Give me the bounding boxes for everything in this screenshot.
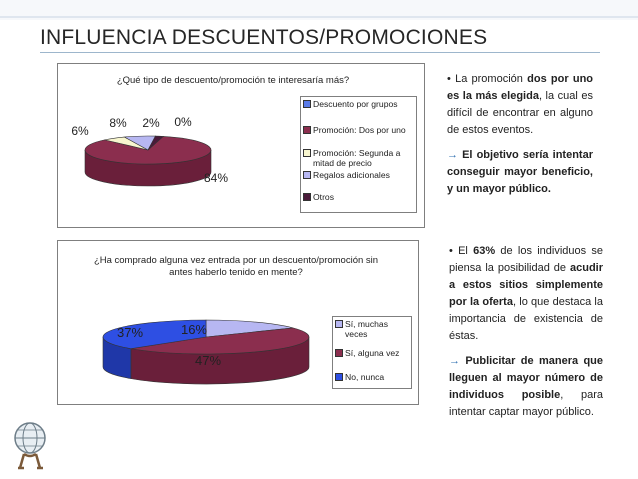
chart-2-slice-1 xyxy=(130,327,310,355)
chart-2-title: ¿Ha comprado alguna vez entrada por un d… xyxy=(93,255,379,278)
chart-1-data-label-1: 84% xyxy=(204,171,228,185)
note-2-arrow: → Publicitar de manera que lleguen al ma… xyxy=(449,355,603,418)
chart-2: ¿Ha comprado alguna vez entrada por un d… xyxy=(57,240,419,405)
legend-swatch xyxy=(303,126,311,134)
arrow-icon: → xyxy=(449,355,460,367)
chart-1-data-label-0: 0% xyxy=(174,115,192,129)
chart-1-data-label-3: 8% xyxy=(109,116,127,130)
chart-1-title: ¿Qué tipo de descuento/promoción te inte… xyxy=(116,75,350,86)
chart-2-pie: 16% 47% 37% xyxy=(102,319,310,385)
legend-item: Otros xyxy=(313,192,335,202)
note-1-arrow: → El objetivo sería intentar conseguir m… xyxy=(447,149,593,195)
chart-2-data-label-0: 16% xyxy=(181,322,207,337)
legend-item: Regalos adicionales xyxy=(313,170,390,180)
legend-item: No, nunca xyxy=(345,372,385,382)
chart-1: ¿Qué tipo de descuento/promoción te inte… xyxy=(57,63,425,228)
slide-title: INFLUENCIA DESCUENTOS/PROMOCIONES xyxy=(40,26,488,49)
globe-logo-icon xyxy=(14,422,46,470)
legend-item: Sí, muchas veces xyxy=(345,319,388,339)
legend-swatch xyxy=(303,100,311,108)
legend-swatch xyxy=(303,193,311,201)
legend-swatch xyxy=(335,320,343,328)
note-1-bullet: • La promoción dos por uno es la más ele… xyxy=(447,73,594,136)
chart-1-data-label-2: 6% xyxy=(71,124,89,138)
arrow-icon: → xyxy=(447,149,458,161)
top-line xyxy=(0,16,638,18)
legend-item: Sí, alguna vez xyxy=(345,348,400,358)
chart-2-slice-2 xyxy=(102,319,207,349)
chart-2-slice-0 xyxy=(205,319,294,338)
chart-1-pie: 0% 84% 6% 8% 2% xyxy=(71,115,228,187)
chart-1-legend: Descuento por grupos Promoción: Dos por … xyxy=(300,96,417,213)
legend-item: Promoción: Segunda a mitad de precio xyxy=(313,148,401,168)
top-band xyxy=(0,0,638,20)
chart-2-data-label-2: 37% xyxy=(117,325,143,340)
note-1: • La promoción dos por uno es la más ele… xyxy=(447,71,593,198)
legend-swatch xyxy=(303,149,311,157)
legend-swatch xyxy=(303,171,311,179)
chart-2-legend: Sí, muchas veces Sí, alguna vez No, nunc… xyxy=(332,316,412,389)
chart-1-data-label-4: 2% xyxy=(142,116,160,130)
chart-2-data-label-1: 47% xyxy=(195,353,221,368)
title-rule xyxy=(40,52,600,53)
note-2: • El 63% de los individuos se piensa la … xyxy=(449,243,603,421)
legend-swatch xyxy=(335,373,343,381)
legend-item: Descuento por grupos xyxy=(313,99,398,109)
note-2-bullet: • El 63% de los individuos se piensa la … xyxy=(449,245,604,342)
legend-swatch xyxy=(335,349,343,357)
chart-1-slice-4 xyxy=(147,135,164,151)
legend-item: Promoción: Dos por uno xyxy=(313,125,406,135)
